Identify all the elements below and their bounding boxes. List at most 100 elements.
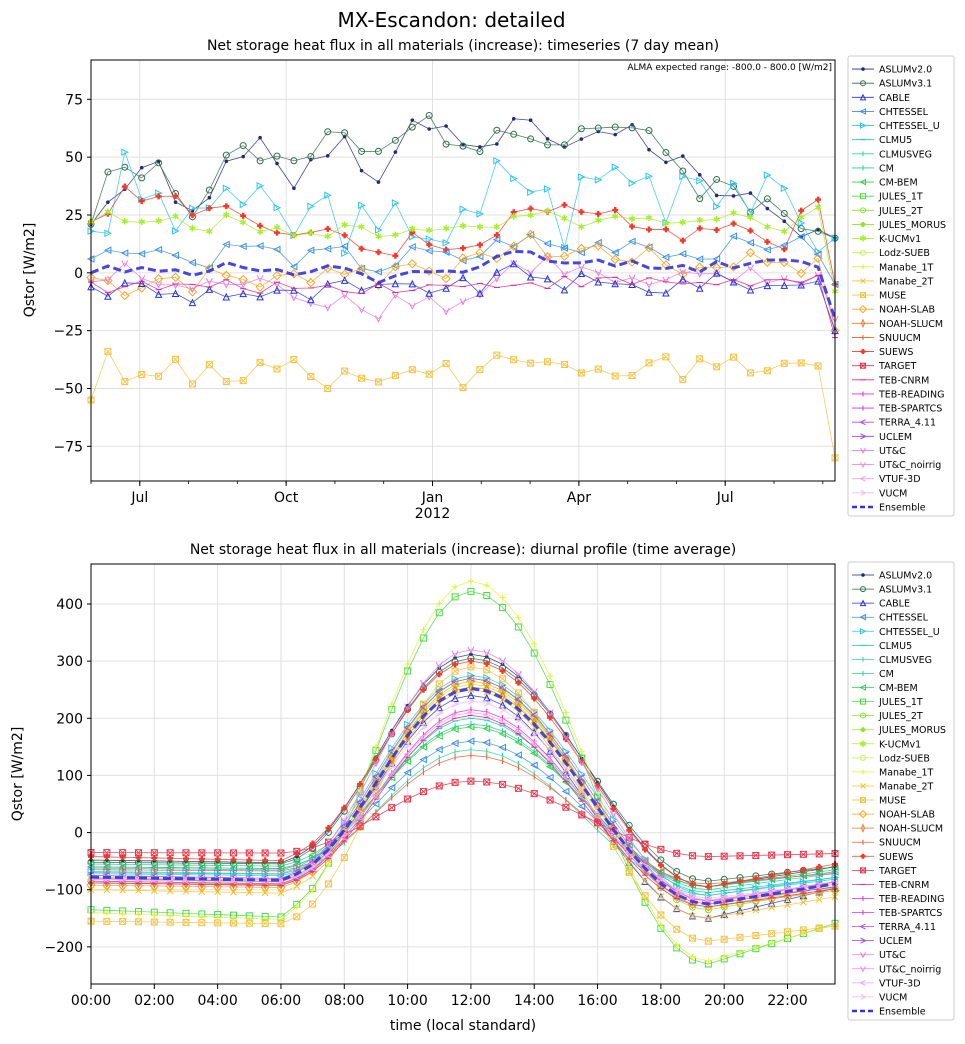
y-tick-label: 300 xyxy=(56,654,83,670)
svg-text:✱: ✱ xyxy=(375,233,383,243)
legend-entry: CM xyxy=(852,163,894,174)
legend-entry: Ensemble xyxy=(852,1006,926,1017)
legend-entry: CHTESSEL_U xyxy=(852,627,940,638)
legend-entry: VUCM xyxy=(852,488,907,499)
legend-label: TEB-SPARTCS xyxy=(878,404,942,415)
legend-label: UT&C_noirrig xyxy=(879,964,941,975)
legend-entry: Manabe_2T xyxy=(852,781,934,792)
legend-entry: CLMUSVEG xyxy=(852,655,932,666)
timeseries-panel: Net storage heat flux in all materials (… xyxy=(22,38,955,522)
y-tick-label: 400 xyxy=(56,597,83,613)
legend-entry: UT&C_noirrig xyxy=(852,964,941,975)
x-tick-label: 04:00 xyxy=(197,993,237,1009)
svg-text:✱: ✱ xyxy=(256,228,264,238)
legend-entry: NOAH-SLUCM xyxy=(852,823,943,835)
y-tick-label: 50 xyxy=(65,150,83,166)
legend-entry: CABLE xyxy=(852,599,910,610)
timeseries-annotation: ALMA expected range: -800.0 - 800.0 [W/m… xyxy=(627,63,832,73)
legend-entry: CHTESSEL xyxy=(852,107,929,118)
x-tick-label: 20:00 xyxy=(704,993,744,1009)
svg-text:✱: ✱ xyxy=(104,208,112,218)
legend-label: ASLUMv3.1 xyxy=(879,585,932,596)
legend-entry: ✱ K-UCMv1 xyxy=(852,234,921,245)
legend-entry: NOAH-SLUCM xyxy=(852,318,943,330)
y-tick-label: 25 xyxy=(65,208,83,224)
svg-text:✱: ✱ xyxy=(189,225,197,235)
legend-label: CLMU5 xyxy=(879,641,912,652)
legend-label: TARGET xyxy=(878,361,917,372)
diurnal-legend: ASLUMv2.0 ASLUMv3.1 CABLE CHTESSEL CHTESSEL_… xyxy=(847,561,955,1021)
legend-entry: VTUF-3D xyxy=(852,978,921,989)
legend-entry: JULES_MORUS xyxy=(852,220,946,231)
legend-label: ASLUMv2.0 xyxy=(879,571,932,582)
legend-entry: ASLUMv3.1 xyxy=(852,585,932,596)
diurnal-series: ✱✱✱✱✱✱✱✱✱✱✱✱✱✱✱✱✱✱✱✱✱✱✱✱✱✱✱✱✱✱✱✱✱✱✱✱✱✱✱✱… xyxy=(86,578,840,968)
x-tick-label: Apr xyxy=(567,490,591,506)
legend-entry: CM-BEM xyxy=(852,683,918,694)
x-tick-label: 14:00 xyxy=(514,993,554,1009)
legend-entry: SNUUCM xyxy=(852,333,921,344)
svg-text:✱: ✱ xyxy=(493,223,501,233)
legend-label: MUSE xyxy=(879,796,906,807)
timeseries-series: ✱ ✱ ✱ ✱ ✱ ✱ ✱ ✱ ✱ ✱ ✱ ✱ ✱ ✱ ✱ ✱ ✱ ✱ ✱ ✱ ✱ ✱ ✱ ✱ ✱ ✱ ✱ ✱ ✱ ✱ ✱ ✱ ✱ ✱ ✱ ✱ ✱ ✱ ✱ ✱… xyxy=(86,112,840,462)
x-tick-label: 00:00 xyxy=(71,993,111,1009)
diurnal-panel: Net storage heat flux in all materials (… xyxy=(10,542,955,1034)
diurnal-title: Net storage heat flux in all materials (… xyxy=(190,542,736,558)
timeseries-yticks: −75 −50 −25 0 25 50 75 xyxy=(53,92,91,455)
legend-label: VUCM xyxy=(879,488,907,499)
legend-label: Manabe_2T xyxy=(879,781,934,792)
legend-label: SUEWS xyxy=(879,852,913,863)
svg-text:✱: ✱ xyxy=(392,231,400,241)
x-tick-label: 06:00 xyxy=(261,993,301,1009)
legend-entry: ✱ K-UCMv1 xyxy=(852,739,921,750)
legend-box xyxy=(847,561,955,1021)
legend-label: ASLUMv3.1 xyxy=(879,79,932,90)
legend-label: VUCM xyxy=(879,992,907,1003)
legend-label: Lodz-SUEB xyxy=(879,248,930,259)
legend-label: JULES_2T xyxy=(878,206,923,217)
svg-text:✱: ✱ xyxy=(561,214,569,224)
svg-text:✱: ✱ xyxy=(420,709,428,719)
legend-label: Ensemble xyxy=(879,1006,926,1017)
legend-label: TEB-READING xyxy=(878,894,944,905)
legend-entry: CM xyxy=(852,669,894,680)
legend-label: Manabe_1T xyxy=(879,767,934,778)
legend-entry: VUCM xyxy=(852,992,907,1003)
legend-label: JULES_2T xyxy=(878,711,923,722)
legend-entry: JULES_1T xyxy=(852,697,923,708)
legend-entry: CLMU5 xyxy=(852,135,912,146)
svg-text:✱: ✱ xyxy=(747,214,755,224)
legend-entry: TERRA_4.11 xyxy=(852,418,936,429)
svg-text:✱: ✱ xyxy=(720,900,728,910)
legend-label: TEB-SPARTCS xyxy=(878,908,942,919)
x-tick-label: 18:00 xyxy=(641,993,681,1009)
diurnal-xlabel: time (local standard) xyxy=(390,1018,536,1034)
series-k-ucmv1: ✱ ✱ ✱ ✱ ✱ ✱ ✱ ✱ ✱ ✱ ✱ ✱ ✱ ✱ ✱ ✱ ✱ ✱ ✱ ✱ ✱ ✱ ✱ ✱ ✱ ✱ ✱ ✱ ✱ ✱ ✱ ✱ ✱ ✱ ✱ ✱ ✱ ✱ ✱ ✱… xyxy=(87,203,839,297)
svg-text:✱: ✱ xyxy=(239,219,247,229)
svg-text:✱: ✱ xyxy=(814,203,822,213)
legend-entry: UCLEM xyxy=(852,432,912,443)
svg-text:✱: ✱ xyxy=(662,219,670,229)
legend-entry: JULES_2T xyxy=(852,206,923,217)
legend-entry: Manabe_2T xyxy=(852,276,934,287)
svg-text:✱: ✱ xyxy=(859,235,867,245)
y-tick-label: 200 xyxy=(56,711,83,727)
svg-text:✱: ✱ xyxy=(356,803,364,813)
timeseries-legend: ASLUMv2.0 ASLUMv3.1 CABLE CHTESSEL CHTESSEL_… xyxy=(847,55,955,517)
legend-label: UT&C_noirrig xyxy=(879,460,941,471)
series-muse xyxy=(87,347,839,462)
y-tick-label: −50 xyxy=(53,381,83,397)
legend-entry: Manabe_1T xyxy=(852,262,934,273)
diurnal-ylabel: Qstor [W/m2] xyxy=(10,727,26,822)
y-tick-label: −100 xyxy=(45,883,83,899)
legend-entry: CLMU5 xyxy=(852,641,912,652)
legend-label: Manabe_2T xyxy=(879,276,934,287)
legend-entry: JULES_1T xyxy=(852,192,923,203)
legend-entry: ASLUMv2.0 xyxy=(852,65,932,76)
diurnal-plot-area xyxy=(91,564,835,984)
svg-text:✱: ✱ xyxy=(764,223,772,233)
legend-entry: SUEWS xyxy=(852,347,913,358)
y-tick-label: 100 xyxy=(56,768,83,784)
legend-label: NOAH-SLUCM xyxy=(879,319,943,330)
